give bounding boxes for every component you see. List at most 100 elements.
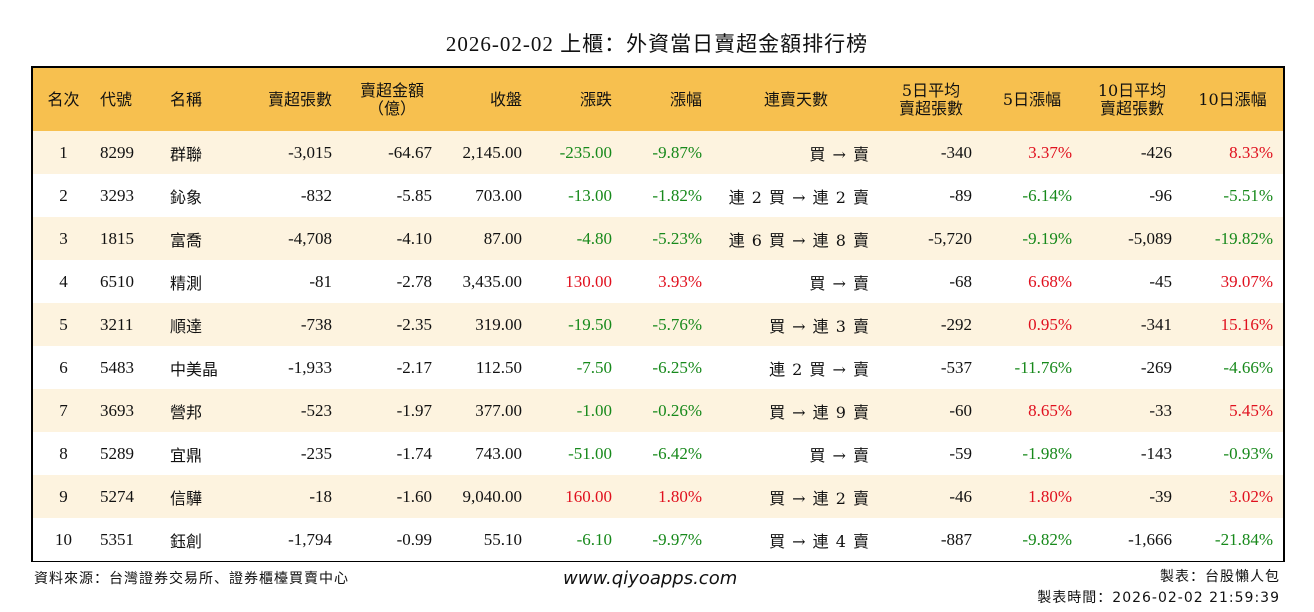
code-cell: 8299	[100, 142, 134, 162]
change-cell: -19.50	[568, 314, 612, 334]
avg10-cell: -426	[1140, 142, 1172, 162]
sell-shares-cell: -1,794	[288, 529, 332, 549]
code-cell: 5274	[100, 486, 134, 506]
pct5-cell: 0.95%	[1028, 314, 1072, 334]
sell-amount-cell: -1.60	[396, 486, 432, 506]
table-row: 4 6510 精測 -81 -2.78 3,435.00 130.00 3.93% 買 → 賣 -…	[33, 260, 1283, 303]
streak-cell: 買 → 連 4 賣	[769, 531, 870, 551]
rank-cell: 8	[59, 443, 68, 463]
streak-cell: 買 → 連 2 賣	[769, 488, 870, 508]
table-row: 5 3211 順達 -738 -2.35 319.00 -19.50 -5.76% 買 → 連 …	[33, 303, 1283, 346]
code-cell: 6510	[100, 271, 134, 291]
table-row: 3 1815 富喬 -4,708 -4.10 87.00 -4.80 -5.23% 連 6 買 …	[33, 217, 1283, 260]
streak-cell: 買 → 賣	[809, 273, 870, 293]
avg5-cell: -60	[949, 400, 972, 420]
rank-cell: 5	[59, 314, 68, 334]
change-cell: -6.10	[576, 529, 612, 549]
change-cell: -235.00	[559, 142, 612, 162]
sell-amount-cell: -5.85	[396, 185, 432, 205]
pct-cell: 3.93%	[658, 271, 702, 291]
header-close: 收盤	[489, 89, 522, 109]
pct-cell: -9.87%	[652, 142, 702, 162]
header-code: 代號	[100, 89, 133, 109]
streak-cell: 連 2 買 → 賣	[769, 359, 870, 379]
sell-shares-cell: -832	[300, 185, 332, 205]
pct-cell: -6.25%	[652, 357, 702, 377]
ranking-table-container: 名次 代號 名稱 賣超張數 賣超金額 （億） 收盤 漲跌 漲幅 連賣天數 5日平…	[31, 66, 1285, 562]
code-cell: 5483	[100, 357, 134, 377]
sell-amount-cell: -1.97	[396, 400, 432, 420]
code-cell: 1815	[100, 228, 134, 248]
name-cell: 群聯	[170, 144, 203, 164]
pct5-cell: 1.80%	[1028, 486, 1072, 506]
pct10-cell: -21.84%	[1214, 529, 1273, 549]
rank-cell: 4	[59, 271, 68, 291]
code-cell: 3293	[100, 185, 134, 205]
close-cell: 703.00	[475, 185, 522, 205]
sell-amount-cell: -2.78	[396, 271, 432, 291]
pct-cell: -5.23%	[652, 228, 702, 248]
table-row: 10 5351 鈺創 -1,794 -0.99 55.10 -6.10 -9.97% 買 → 連…	[33, 518, 1283, 561]
header-avg10-line2: 賣超張數	[1099, 98, 1164, 118]
pct10-cell: 8.33%	[1229, 142, 1273, 162]
avg10-cell: -96	[1149, 185, 1172, 205]
name-cell: 富喬	[170, 230, 203, 250]
code-cell: 3211	[100, 314, 134, 334]
change-cell: 130.00	[565, 271, 612, 291]
pct5-cell: -6.14%	[1022, 185, 1072, 205]
close-cell: 55.10	[483, 529, 522, 549]
name-cell: 中美晶	[170, 359, 219, 379]
header-sell-amount: 賣超金額 （億）	[342, 68, 442, 131]
pct-cell: -9.97%	[652, 529, 702, 549]
name-cell: 鈊象	[170, 187, 203, 207]
pct5-cell: 6.68%	[1028, 271, 1072, 291]
pct5-cell: 3.37%	[1028, 142, 1072, 162]
data-source: 資料來源：台灣證券交易所、證券櫃檯買賣中心	[34, 571, 349, 587]
name-cell: 順達	[170, 316, 203, 336]
code-cell: 5289	[100, 443, 134, 463]
close-cell: 3,435.00	[462, 271, 523, 291]
pct10-cell: -0.93%	[1223, 443, 1273, 463]
header-name: 名稱	[170, 89, 203, 109]
sell-shares-cell: -4,708	[288, 228, 332, 248]
generated-time: 製表時間：2026-02-02 21:59:39	[1037, 590, 1280, 606]
streak-cell: 連 6 買 → 連 8 賣	[728, 230, 870, 250]
pct5-cell: -1.98%	[1022, 443, 1072, 463]
avg5-cell: -5,720	[928, 228, 972, 248]
pct10-cell: 15.16%	[1220, 314, 1273, 334]
close-cell: 112.50	[475, 357, 522, 377]
pct-cell: -0.26%	[652, 400, 702, 420]
change-cell: -7.50	[576, 357, 612, 377]
sell-amount-cell: -0.99	[396, 529, 432, 549]
sell-shares-cell: -523	[300, 400, 332, 420]
avg10-cell: -1,666	[1128, 529, 1172, 549]
close-cell: 377.00	[475, 400, 522, 420]
header-sell-amount-line2: （億）	[367, 98, 416, 118]
rank-cell: 9	[59, 486, 68, 506]
avg5-cell: -537	[940, 357, 972, 377]
streak-cell: 連 2 買 → 連 2 賣	[728, 187, 870, 207]
avg5-cell: -292	[940, 314, 972, 334]
header-pct: 漲幅	[669, 89, 702, 109]
pct-cell: -1.82%	[652, 185, 702, 205]
website-link[interactable]: www.qiyoapps.com	[563, 568, 738, 589]
page-title: 2026-02-02 上櫃：外資當日賣超金額排行榜	[445, 32, 869, 56]
close-cell: 319.00	[475, 314, 522, 334]
avg10-cell: -5,089	[1128, 228, 1172, 248]
close-cell: 87.00	[483, 228, 522, 248]
code-cell: 3693	[100, 400, 134, 420]
rank-cell: 1	[59, 142, 68, 162]
avg5-cell: -887	[940, 529, 972, 549]
avg5-cell: -46	[949, 486, 972, 506]
ranking-table: 名次 代號 名稱 賣超張數 賣超金額 （億） 收盤 漲跌 漲幅 連賣天數 5日平…	[33, 68, 1283, 561]
avg10-cell: -341	[1140, 314, 1172, 334]
table-row: 7 3693 營邦 -523 -1.97 377.00 -1.00 -0.26% 買 → 連 9…	[33, 389, 1283, 432]
close-cell: 9,040.00	[462, 486, 523, 506]
header-avg10: 10日平均 賣超張數	[1082, 68, 1182, 131]
header-streak: 連賣天數	[763, 89, 828, 109]
pct5-cell: 8.65%	[1028, 400, 1072, 420]
sell-shares-cell: -738	[300, 314, 332, 334]
header-avg5-line2: 賣超張數	[898, 98, 963, 118]
sell-amount-cell: -64.67	[388, 142, 432, 162]
change-cell: -4.80	[576, 228, 612, 248]
